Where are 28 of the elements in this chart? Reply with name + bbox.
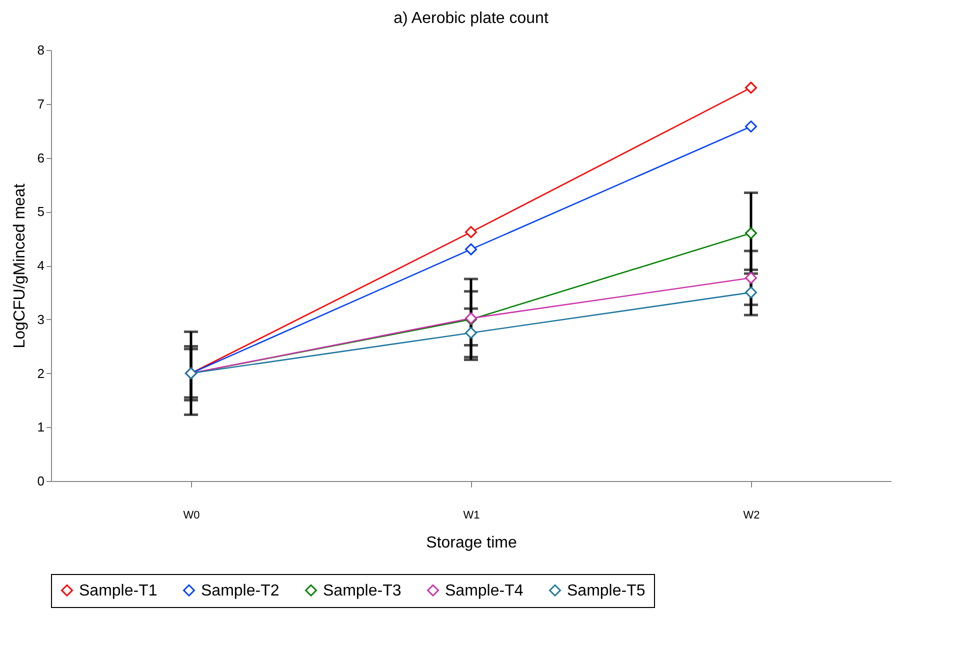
point xyxy=(745,286,757,298)
x-tick-label: W1 xyxy=(463,510,480,522)
legend-label: Sample-T4 xyxy=(445,582,524,600)
y-tick-label: 4 xyxy=(37,258,44,273)
x-tick-label: W0 xyxy=(183,510,200,522)
chart-title: a) Aerobic plate count xyxy=(394,10,549,27)
x-axis-title: Storage time xyxy=(426,534,517,552)
y-tick-label: 6 xyxy=(37,150,44,166)
y-tick-label: 0 xyxy=(37,474,44,488)
point xyxy=(465,326,477,339)
point xyxy=(745,227,757,240)
x-tick-label: W2 xyxy=(743,510,760,522)
legend-label: Sample-T5 xyxy=(567,582,646,600)
y-axis-title: LogCFU/gMinced meat xyxy=(11,183,28,348)
y-tick-label: 1 xyxy=(37,420,44,435)
legend-label: Sample-T1 xyxy=(79,582,158,600)
point xyxy=(745,120,757,132)
y-tick-label: 8 xyxy=(37,42,44,58)
point xyxy=(465,226,477,238)
y-tick-label: 3 xyxy=(37,312,44,327)
y-tick-label: 2 xyxy=(37,366,44,381)
y-tick-label: 5 xyxy=(37,204,44,220)
point xyxy=(745,82,757,94)
point xyxy=(745,272,757,284)
point xyxy=(465,243,477,256)
legend-label: Sample-T3 xyxy=(323,582,402,600)
legend-label: Sample-T2 xyxy=(201,582,280,600)
y-tick-label: 7 xyxy=(37,96,44,112)
